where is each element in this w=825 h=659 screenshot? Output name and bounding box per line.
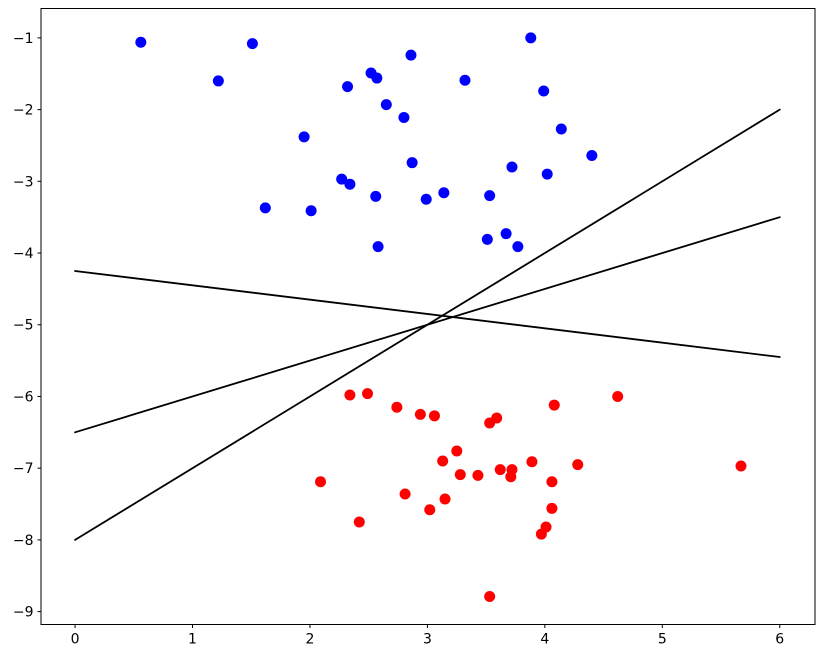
data-point-red-cluster [494,464,506,476]
data-point-blue-cluster [212,75,224,87]
blue-cluster-series [135,32,598,253]
data-point-blue-cluster [420,193,432,205]
data-point-red-cluster [572,459,584,471]
data-point-red-cluster [315,476,327,488]
data-point-red-cluster [546,502,558,514]
data-point-blue-cluster [405,49,417,61]
data-point-blue-cluster [459,74,471,86]
data-point-blue-cluster [555,123,567,135]
x-tick-label: 4 [540,632,549,648]
x-tick-label: 3 [423,632,432,648]
x-axis: 0 1 2 3 4 5 6 [71,624,784,648]
data-point-blue-cluster [512,241,524,253]
y-tick-label: −5 [13,318,34,334]
y-tick-label: −2 [13,103,34,119]
data-point-blue-cluster [484,190,496,202]
x-tick-label: 0 [71,632,80,648]
data-point-red-cluster [439,493,451,505]
data-point-red-cluster [526,456,538,468]
plot-frame [40,8,816,625]
data-point-blue-cluster [298,131,310,143]
data-point-red-cluster [472,469,484,481]
data-point-red-cluster [414,408,426,420]
data-point-red-cluster [735,460,747,472]
x-tick-label: 2 [306,632,315,648]
data-point-blue-cluster [481,233,493,245]
data-point-red-cluster [428,410,440,422]
y-tick-label: −3 [13,174,34,190]
data-point-blue-cluster [259,202,271,214]
x-tick-label: 6 [775,632,784,648]
y-tick-label: −4 [13,246,34,262]
data-point-blue-cluster [525,32,537,44]
data-point-red-cluster [454,469,466,481]
data-point-blue-cluster [135,36,147,48]
data-point-red-cluster [437,455,449,467]
data-point-red-cluster [612,390,624,402]
x-tick-label: 1 [188,632,197,648]
data-point-red-cluster [505,471,517,483]
y-tick-label: −7 [13,461,34,477]
data-point-red-cluster [353,516,365,528]
line-steep-positive [74,108,781,541]
y-tick-label: −9 [13,605,34,621]
data-point-blue-cluster [438,187,450,199]
data-point-blue-cluster [586,150,598,162]
data-point-red-cluster [451,445,463,457]
data-point-blue-cluster [406,157,418,169]
data-point-red-cluster [424,504,436,516]
decision-boundary-lines [74,108,781,541]
data-point-blue-cluster [380,99,392,111]
data-point-red-cluster [548,399,560,411]
data-point-blue-cluster [342,81,354,93]
red-cluster-series [315,388,747,603]
y-axis: −9 −8 −7 −6 −5 −4 −3 −2 −1 [13,31,41,621]
data-point-red-cluster [362,388,374,400]
data-point-red-cluster [399,488,411,500]
data-point-red-cluster [535,528,547,540]
y-tick-label: −1 [13,31,34,47]
data-point-blue-cluster [398,112,410,124]
data-point-red-cluster [344,389,356,401]
data-point-blue-cluster [336,173,348,185]
data-point-blue-cluster [541,168,553,180]
data-point-blue-cluster [370,190,382,202]
data-point-blue-cluster [506,161,518,173]
data-point-red-cluster [391,401,403,413]
line-shallow-negative [74,270,781,358]
x-tick-label: 5 [658,632,667,648]
data-point-blue-cluster [246,38,258,50]
data-point-blue-cluster [372,241,384,253]
data-point-red-cluster [484,591,496,603]
y-tick-label: −6 [13,389,34,405]
y-tick-label: −8 [13,533,34,549]
data-point-blue-cluster [371,72,383,84]
data-point-blue-cluster [500,228,512,240]
data-point-blue-cluster [305,205,317,217]
data-point-red-cluster [546,476,558,488]
data-point-red-cluster [491,412,503,424]
data-point-blue-cluster [538,85,550,97]
data-point-blue-cluster [344,178,356,190]
